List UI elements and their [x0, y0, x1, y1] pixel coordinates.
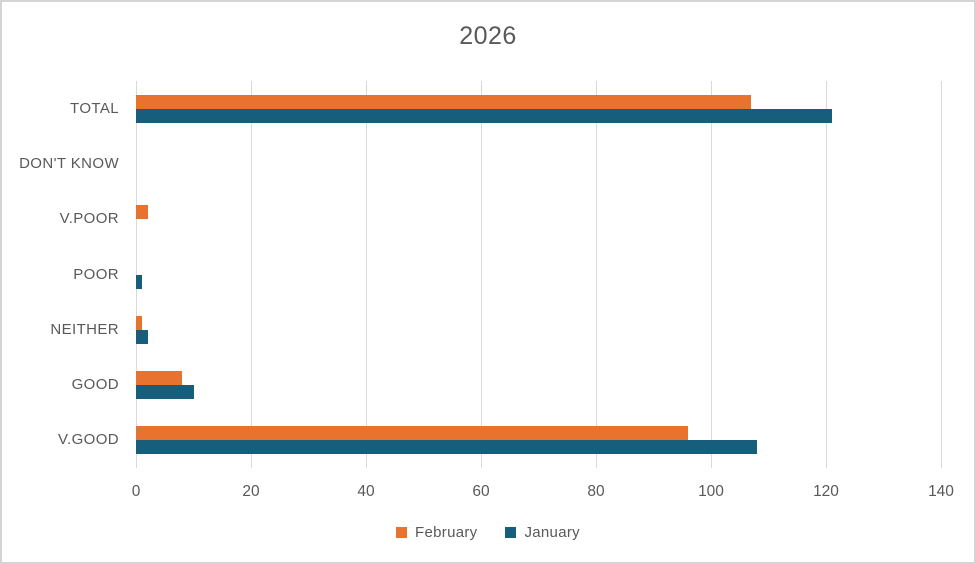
- category-label-don-t-know: DON'T KNOW: [19, 154, 119, 172]
- gridline-x-140: [940, 81, 942, 468]
- x-tick-label-60: 60: [472, 483, 490, 500]
- legend-swatch-january: [505, 527, 517, 538]
- gridline-x-120: [825, 81, 827, 468]
- gridline-x-80: [595, 81, 597, 468]
- bar-february-v-good: [136, 426, 688, 441]
- bar-february-v-poor: [136, 205, 148, 220]
- legend-swatch-february: [396, 527, 408, 538]
- legend-label-january: January: [524, 524, 580, 541]
- legend-label-february: February: [415, 524, 478, 541]
- x-tick-label-40: 40: [357, 483, 375, 500]
- gridline-x-100: [710, 81, 712, 468]
- legend-item-january: January: [505, 524, 580, 541]
- legend: February January: [2, 524, 974, 541]
- x-tick-label-140: 140: [928, 483, 954, 500]
- bar-february-total: [136, 94, 752, 109]
- bar-february-good: [136, 371, 182, 386]
- x-tick-label-80: 80: [587, 483, 605, 500]
- category-label-good: GOOD: [71, 376, 119, 394]
- category-label-neither: NEITHER: [50, 320, 119, 338]
- gridline-x-20: [250, 81, 252, 468]
- bar-january-good: [136, 385, 194, 400]
- gridline-x-40: [365, 81, 367, 468]
- category-label-total: TOTAL: [70, 99, 119, 117]
- bar-january-poor: [136, 274, 142, 289]
- x-tick-label-20: 20: [242, 483, 260, 500]
- x-tick-label-100: 100: [698, 483, 724, 500]
- gridline-x-60: [480, 81, 482, 468]
- category-label-v-poor: V.POOR: [59, 210, 119, 228]
- bar-january-v-good: [136, 440, 757, 455]
- chart-title: 2026: [459, 22, 517, 50]
- legend-item-february: February: [396, 524, 477, 541]
- category-label-poor: POOR: [73, 265, 119, 283]
- x-tick-label-0: 0: [131, 483, 141, 500]
- x-tick-label-120: 120: [813, 483, 839, 500]
- bar-january-neither: [136, 329, 148, 344]
- category-label-v-good: V.GOOD: [57, 431, 119, 449]
- bar-february-neither: [136, 315, 142, 330]
- bar-january-total: [136, 108, 832, 123]
